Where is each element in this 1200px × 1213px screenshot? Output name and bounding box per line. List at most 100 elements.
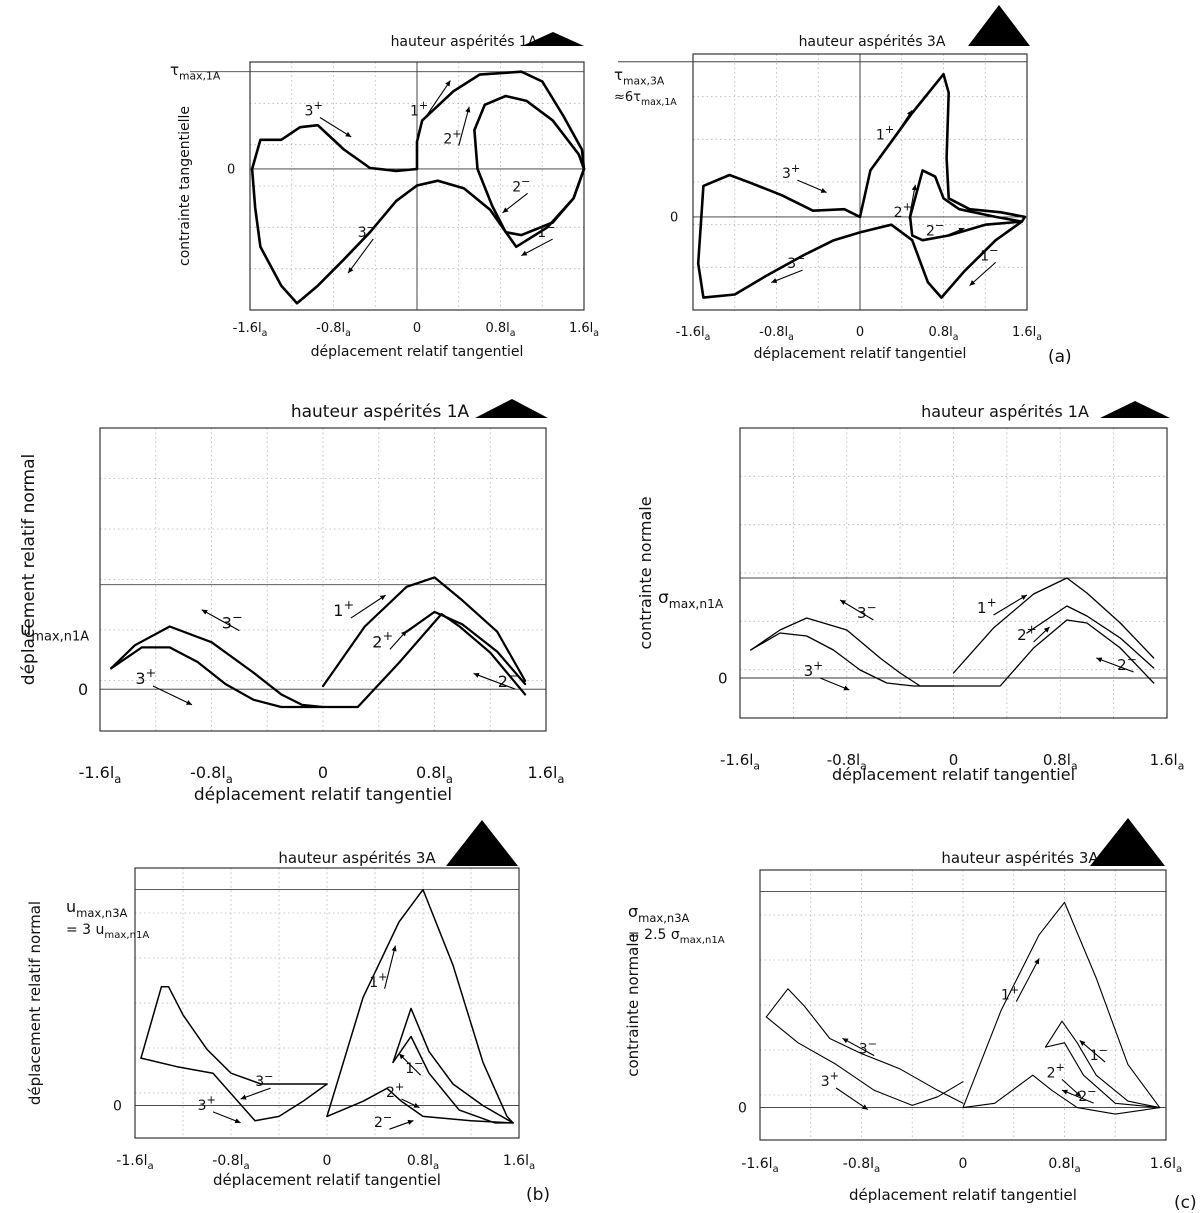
branch-label: 3+: [305, 99, 323, 119]
chart-panel-c2: -1.6la -0.8la 0 0.8la 1.6la 0 déplacement rela…: [624, 818, 1182, 1204]
branch-label: 1+: [1001, 983, 1019, 1003]
branch-label: 3−: [255, 1070, 273, 1090]
asperity-triangle-icon: [522, 32, 584, 46]
direction-arrowhead: [958, 227, 965, 233]
direction-arrowhead: [771, 278, 778, 283]
branch-label: 1−: [1090, 1044, 1108, 1064]
series-curve-1: [110, 625, 325, 709]
chart-panel-b1: -1.6la -0.8la 0 0.8la 1.6la 0 déplacement rela…: [19, 399, 564, 805]
branch-label: 2+: [372, 629, 393, 651]
direction-arrowhead: [521, 250, 528, 256]
series-curve-1: [250, 70, 586, 305]
x-axis-label: déplacement relatif tangentiel: [832, 765, 1075, 784]
direction-arrowhead: [240, 1094, 247, 1100]
direction-arrow: [521, 238, 553, 257]
x-tick-label: 1.6la: [1150, 751, 1185, 773]
x-tick-label: 1.6la: [1150, 1156, 1182, 1175]
direction-arrowhead: [234, 1118, 241, 1124]
direction-arrowhead: [1061, 1089, 1068, 1095]
direction-arrow: [771, 269, 803, 284]
branch-label: 1+: [410, 99, 428, 119]
y-axis-label: déplacement relatif normal: [19, 454, 39, 685]
series-curve-4: [392, 1007, 514, 1124]
direction-arrow: [890, 109, 913, 142]
x-axis-label: déplacement relatif tangentiel: [754, 346, 967, 362]
branch-label: 1+: [369, 971, 387, 991]
direction-arrow: [458, 106, 470, 146]
branch-label: 2+: [1017, 622, 1037, 644]
direction-arrowhead: [907, 110, 913, 117]
plot-frame: [99, 427, 547, 732]
series-curve-1: [140, 986, 328, 1085]
max-reference-label: σmax,n3A: [628, 902, 690, 925]
branch-label: 1−: [537, 221, 555, 241]
chart-title: hauteur aspérités 1A: [291, 402, 470, 422]
branch-label: 3−: [859, 1037, 877, 1057]
series-curve-3: [326, 888, 514, 1124]
branch-label: 2+: [443, 127, 461, 147]
x-tick-label: 0: [323, 1153, 332, 1169]
direction-arrowhead: [502, 207, 509, 213]
direction-arrowhead: [1096, 657, 1103, 663]
y-tick-zero: 0: [718, 669, 728, 687]
branch-label: 2−: [926, 219, 944, 239]
branch-label: 3+: [821, 1070, 839, 1090]
direction-arrowhead: [1020, 595, 1027, 601]
x-tick-label: 1.6la: [528, 763, 565, 786]
branch-label: 3−: [222, 610, 243, 632]
branch-label: 3+: [804, 658, 824, 680]
x-tick-label: -1.6la: [741, 1156, 778, 1175]
max-reference-ratio-label: ≈6τmax,1A: [614, 90, 677, 108]
direction-arrowhead: [842, 1038, 849, 1044]
direction-arrowhead: [473, 672, 480, 678]
direction-arrow: [1079, 1040, 1106, 1063]
direction-arrow: [842, 1037, 875, 1057]
x-tick-label: -0.8la: [212, 1153, 249, 1172]
direction-arrow: [473, 672, 516, 690]
x-tick-label: 1.6la: [1012, 325, 1042, 343]
direction-arrowhead: [391, 945, 397, 952]
branch-label: 3−: [857, 600, 877, 622]
direction-arrowhead: [1079, 1040, 1086, 1046]
chart-panel-a1: -1.6la -0.8la 0 0.8la 1.6la 0 déplacement rela…: [170, 32, 599, 360]
max-reference-label: τmax,3A: [614, 66, 665, 88]
direction-arrowhead: [465, 106, 471, 113]
series-curve-3: [962, 901, 1161, 1109]
branch-label: 1−: [405, 1057, 423, 1077]
x-tick-label: -1.6la: [79, 763, 122, 786]
series-curve-4: [1044, 1020, 1161, 1109]
direction-arrowhead: [399, 1053, 405, 1060]
x-tick-label: -1.6la: [720, 751, 760, 773]
x-tick-label: 0: [959, 1156, 968, 1172]
series-curve-1: [750, 617, 955, 687]
chart-title: hauteur aspérités 1A: [391, 34, 538, 50]
x-tick-label: 1.6la: [569, 321, 599, 339]
direction-arrowhead: [840, 600, 847, 606]
x-tick-label: 0: [856, 325, 864, 340]
series-curve-1: [696, 72, 1027, 299]
branch-label: 2−: [512, 175, 530, 195]
branch-label: 3+: [135, 666, 156, 688]
direction-arrowhead: [413, 1102, 420, 1108]
series-curve-2: [750, 619, 1155, 687]
chart-title: hauteur aspérités 3A: [941, 849, 1099, 867]
direction-arrowhead: [843, 685, 850, 691]
x-axis-label: déplacement relatif tangentiel: [849, 1186, 1077, 1204]
x-tick-label: -1.6la: [676, 325, 711, 343]
direction-arrow: [319, 117, 352, 138]
branch-label: 1+: [977, 595, 997, 617]
direction-arrowhead: [969, 280, 976, 286]
direction-arrowhead: [201, 609, 208, 615]
direction-arrow: [384, 945, 396, 989]
x-tick-label: 0: [318, 763, 328, 782]
y-tick-zero: 0: [78, 680, 88, 699]
branch-label: 2+: [1047, 1061, 1065, 1081]
asperity-triangle-icon: [475, 399, 548, 418]
asperity-triangle-icon: [446, 820, 518, 866]
series-curve-2: [765, 1016, 964, 1106]
x-tick-label: -0.8la: [759, 325, 794, 343]
max-reference-label: umax,n3A: [66, 897, 128, 920]
x-axis-label: déplacement relatif tangentiel: [213, 1171, 441, 1189]
direction-arrow: [969, 261, 997, 287]
